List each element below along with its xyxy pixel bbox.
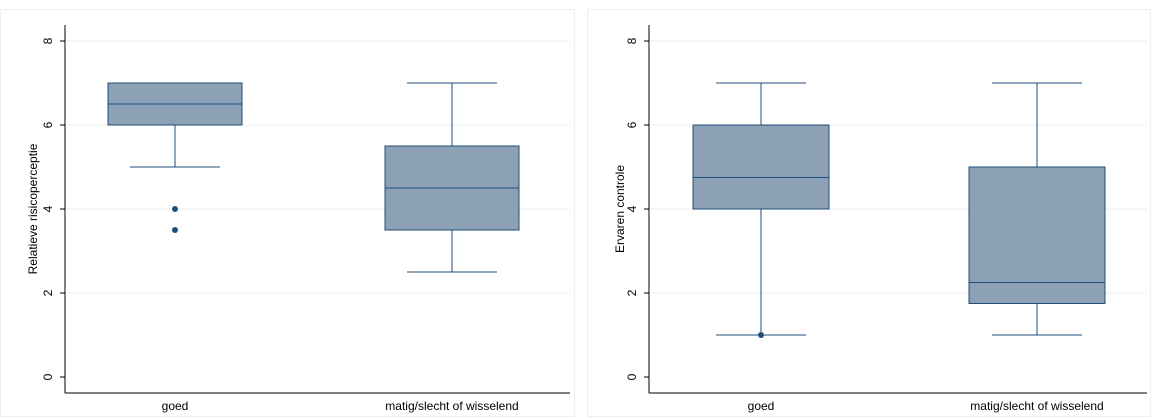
outlier-point-right-0-0 (758, 332, 764, 338)
boxplot-chart-right: 0 2 4 6 8 Ervaren controle goed matig/slecht of… (587, 9, 1151, 417)
y-tick-label-right-1: 2 (625, 289, 639, 296)
y-tick-label-right-0: 0 (625, 373, 639, 380)
x-tick-label-left-0: goed (162, 399, 189, 413)
y-tick-label-right-2: 4 (625, 205, 639, 212)
y-tick-label-right-4: 8 (625, 37, 639, 44)
x-tick-label-right-1: matig/slecht of wisselend (970, 399, 1103, 413)
x-tick-label-right-0: goed (748, 399, 775, 413)
outlier-point-left-0-1 (172, 227, 178, 233)
boxplot-chart-left: 0 2 4 6 8 Relatieve risicoperceptie goed matig/… (0, 9, 575, 417)
chart-panel-right: 0 2 4 6 8 Ervaren controle goed matig/slecht of… (587, 0, 1151, 417)
box-iqr-right-1 (968, 166, 1106, 304)
box-iqr-right-0 (692, 124, 830, 210)
y-tick-label-left-2: 4 (41, 205, 55, 212)
y-tick-label-left-3: 6 (41, 121, 55, 128)
outlier-point-left-0-0 (172, 206, 178, 212)
x-tick-label-left-1: matig/slecht of wisselend (385, 399, 518, 413)
y-tick-label-left-4: 8 (41, 37, 55, 44)
y-axis-label-left: Relatieve risicoperceptie (26, 143, 40, 274)
chart-panel-left: 0 2 4 6 8 Relatieve risicoperceptie goed matig/… (0, 0, 575, 417)
y-tick-label-right-3: 6 (625, 121, 639, 128)
y-tick-label-left-0: 0 (41, 373, 55, 380)
y-axis-label-right: Ervaren controle (613, 165, 627, 253)
y-tick-label-left-1: 2 (41, 289, 55, 296)
